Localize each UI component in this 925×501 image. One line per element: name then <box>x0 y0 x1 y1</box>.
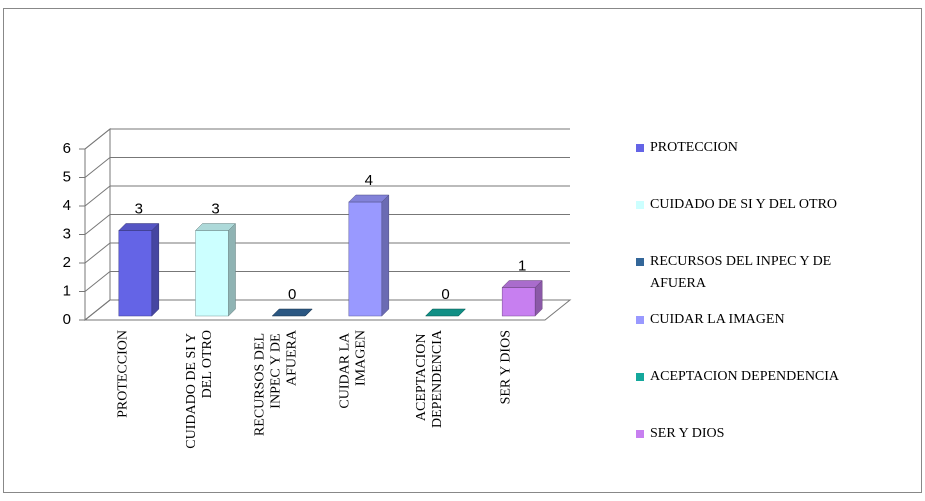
x-tick-label: RECURSOS DEL INPEC Y DE AFUERA <box>253 329 300 436</box>
y-tick-label: 0 <box>63 311 71 328</box>
bar-top <box>118 223 160 231</box>
bar-side <box>381 194 390 317</box>
bar-front <box>195 230 229 317</box>
legend-swatch <box>636 316 644 324</box>
data-label: 1 <box>518 257 526 274</box>
bar-top <box>424 308 467 317</box>
data-label: 0 <box>441 286 449 303</box>
legend-swatch <box>636 258 644 266</box>
y-tick-label: 1 <box>63 282 71 299</box>
bar <box>501 279 543 317</box>
bar-top <box>348 194 390 203</box>
y-tick-label: 2 <box>63 254 71 271</box>
x-tick-label: CUIDAR LA IMAGEN <box>338 330 369 409</box>
legend-label: PROTECCION <box>650 140 738 155</box>
legend-swatch <box>636 144 644 152</box>
grid-line <box>84 128 570 150</box>
bar-front <box>118 230 153 317</box>
legend-label: CUIDADO DE SI Y DEL OTRO <box>650 197 837 212</box>
grid-line <box>84 299 570 321</box>
legend-label: SER Y DIOS <box>650 426 724 441</box>
data-label: 0 <box>288 286 296 303</box>
bar <box>424 308 467 317</box>
legend-swatch <box>636 201 644 209</box>
legend-label: RECURSOS DEL INPEC Y DE AFUERA <box>650 254 835 291</box>
legend-label: CUIDAR LA IMAGEN <box>650 312 785 327</box>
grid-line <box>84 185 570 207</box>
bar-top <box>194 223 237 231</box>
bar-side <box>151 222 160 317</box>
legend-swatch <box>636 373 644 381</box>
bar-front <box>348 201 383 317</box>
data-label: 3 <box>211 200 219 217</box>
y-tick-label: 6 <box>63 140 71 157</box>
bar-side <box>228 222 236 317</box>
bar <box>118 222 160 317</box>
y-tick-label: 5 <box>63 168 71 185</box>
data-label: 4 <box>365 172 373 189</box>
bar <box>194 222 237 317</box>
y-tick-label: 4 <box>63 197 71 214</box>
grid-line <box>84 271 570 292</box>
bar-top <box>501 280 543 288</box>
x-tick-label: ACEPTACION DEPENDENCIA <box>414 329 445 428</box>
bar <box>271 308 313 317</box>
bar <box>348 194 390 317</box>
grid-line <box>84 242 570 264</box>
y-tick-label: 3 <box>63 225 71 242</box>
legend-swatch <box>636 430 644 438</box>
legend-label: ACEPTACION DEPENDENCIA <box>650 369 840 384</box>
bar-top <box>271 308 313 317</box>
x-tick-label: SER Y DIOS <box>499 330 514 404</box>
data-label: 3 <box>135 200 143 217</box>
grid-line <box>84 157 570 178</box>
x-tick-label: CUIDADO DE SI Y DEL OTRO <box>184 330 215 449</box>
grid-line <box>84 214 570 235</box>
x-tick-label: PROTECCION <box>116 330 131 418</box>
bar-front <box>501 287 536 317</box>
